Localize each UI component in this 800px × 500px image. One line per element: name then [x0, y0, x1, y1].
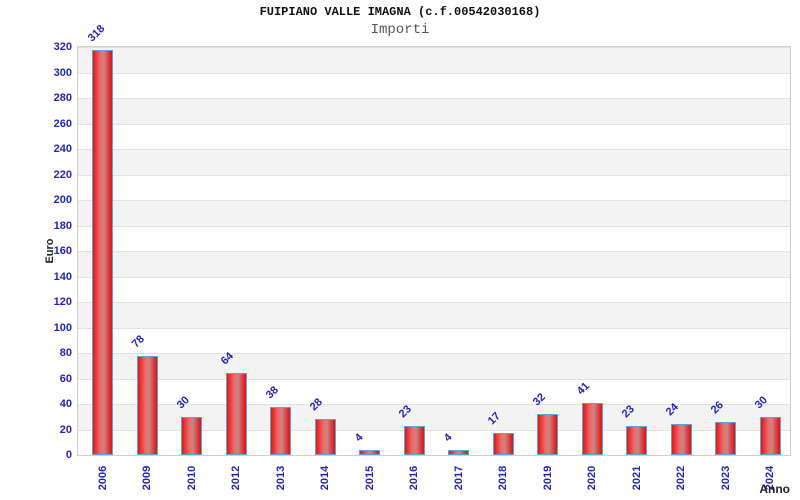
x-tick-label: 2012 — [230, 465, 242, 491]
y-tick-label: 200 — [53, 194, 72, 206]
bar — [537, 414, 558, 455]
grid-band — [78, 98, 790, 124]
bar — [760, 416, 781, 455]
bar — [404, 425, 425, 455]
grid-band — [78, 149, 790, 175]
grid-band — [78, 302, 790, 328]
y-tick-label: 0 — [65, 449, 72, 461]
x-tick-label: 2006 — [97, 465, 109, 491]
grid-band — [78, 251, 790, 277]
grid-band — [78, 47, 790, 73]
chart-subtitle: Importi — [370, 22, 430, 38]
y-tick-label: 100 — [53, 321, 72, 334]
x-tick-label: 2010 — [186, 465, 198, 491]
bar — [92, 49, 113, 455]
grid-band — [78, 174, 790, 200]
bar — [226, 373, 247, 455]
x-tick-label: 2015 — [364, 465, 376, 491]
y-tick-label: 160 — [53, 245, 72, 257]
y-tick-label: 320 — [53, 41, 72, 53]
y-tick-label: 300 — [53, 66, 72, 79]
x-tick-label: 2020 — [586, 465, 598, 491]
x-tick-label: 2021 — [631, 465, 643, 491]
grid-band — [78, 225, 790, 251]
bar — [671, 424, 692, 455]
grid-band — [78, 378, 790, 404]
y-tick-label: 180 — [53, 219, 72, 232]
y-tick-label: 280 — [53, 92, 72, 104]
x-tick-label: 2022 — [675, 465, 687, 491]
x-tick-label: 2018 — [497, 465, 509, 491]
grid-band — [78, 276, 790, 302]
x-tick-label: 2013 — [275, 465, 287, 491]
grid-band — [78, 200, 790, 226]
grid-band — [78, 123, 790, 149]
x-tick-label: 2023 — [720, 465, 732, 491]
bar — [181, 416, 202, 455]
bar — [448, 449, 469, 455]
grid-band — [78, 353, 790, 379]
x-tick-label: 2014 — [319, 465, 331, 491]
y-tick-label: 80 — [59, 347, 72, 359]
x-tick-label: 2009 — [141, 465, 153, 491]
bar — [359, 449, 380, 455]
y-tick-label: 140 — [53, 270, 72, 283]
y-tick-label: 260 — [53, 117, 72, 130]
chart-title: FUIPIANO VALLE IMAGNA (c.f.00542030168) — [259, 5, 541, 19]
y-tick-label: 120 — [53, 296, 72, 308]
x-axis-title: Anno — [759, 482, 790, 496]
bar — [582, 402, 603, 455]
bar — [715, 421, 736, 455]
bar — [315, 419, 336, 455]
y-axis-title: Euro — [44, 238, 56, 264]
bar — [626, 425, 647, 455]
bar — [270, 406, 291, 455]
y-tick-label: 60 — [59, 372, 72, 385]
y-tick-label: 20 — [59, 423, 72, 436]
bar — [493, 433, 514, 455]
grid-band — [78, 72, 790, 98]
bar — [137, 355, 158, 455]
y-tick-label: 220 — [53, 168, 72, 181]
x-tick-label: 2017 — [453, 465, 465, 491]
y-tick-label: 40 — [59, 398, 72, 410]
y-tick-label: 240 — [53, 143, 72, 155]
x-tick-label: 2019 — [542, 465, 554, 491]
grid-band — [78, 327, 790, 353]
x-tick-label: 2016 — [408, 465, 420, 491]
